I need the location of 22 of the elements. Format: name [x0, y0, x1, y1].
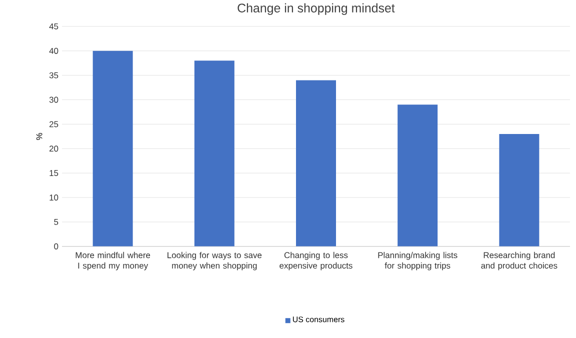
x-tick-label: Researching brand and product choices — [481, 252, 558, 270]
y-tick-label: 0 — [54, 243, 58, 250]
y-axis-title: % — [36, 132, 42, 140]
chart-title: Change in shopping mindset — [238, 3, 395, 15]
y-tick-label: 10 — [50, 194, 58, 200]
x-tick-label: More mindful where I spend my money — [76, 252, 150, 270]
y-tick-label: 45 — [49, 23, 58, 30]
y-tick-label: 20 — [49, 145, 58, 152]
bar — [398, 104, 438, 246]
y-tick-label: 35 — [49, 72, 58, 78]
bar — [92, 50, 133, 246]
bar — [499, 134, 540, 246]
y-tick-label: 25 — [49, 121, 58, 127]
bar — [194, 60, 234, 246]
x-tick-label: Changing to less expensive products — [280, 252, 352, 270]
y-tick-label: 40 — [49, 48, 58, 54]
y-tick-label: 15 — [50, 170, 58, 176]
x-tick-label: Planning/making lists for shopping trips — [378, 252, 458, 270]
y-tick-label: 5 — [54, 218, 58, 225]
bar — [296, 80, 336, 246]
y-tick-label: 30 — [49, 96, 58, 103]
x-tick-label: Looking for ways to save money when shopping — [168, 252, 262, 270]
